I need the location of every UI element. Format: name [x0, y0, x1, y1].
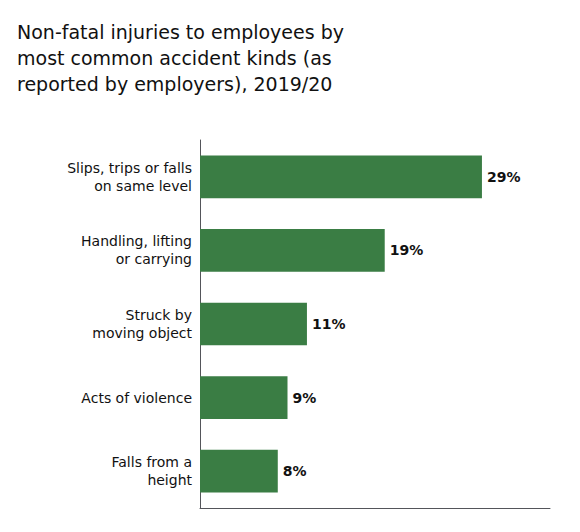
- svg-text:Struck by: Struck by: [126, 307, 192, 323]
- svg-text:most common accident kinds (as: most common accident kinds (as: [17, 47, 332, 69]
- svg-text:reported by employers), 2019/2: reported by employers), 2019/20: [17, 73, 332, 95]
- svg-text:Non-fatal injuries to employee: Non-fatal injuries to employees by: [17, 21, 344, 43]
- svg-text:29%: 29%: [487, 169, 521, 185]
- svg-text:9%: 9%: [293, 390, 317, 406]
- svg-text:Handling, lifting: Handling, lifting: [81, 233, 192, 249]
- svg-text:11%: 11%: [312, 316, 346, 332]
- svg-text:on same level: on same level: [94, 178, 192, 194]
- svg-text:moving object: moving object: [92, 325, 192, 341]
- svg-text:Falls from a: Falls from a: [112, 454, 192, 470]
- svg-text:height: height: [147, 472, 192, 488]
- svg-text:19%: 19%: [390, 242, 424, 258]
- svg-text:Slips, trips or falls: Slips, trips or falls: [67, 160, 192, 176]
- svg-text:8%: 8%: [283, 463, 307, 479]
- svg-text:or carrying: or carrying: [116, 251, 192, 267]
- svg-text:Acts of violence: Acts of violence: [81, 390, 192, 406]
